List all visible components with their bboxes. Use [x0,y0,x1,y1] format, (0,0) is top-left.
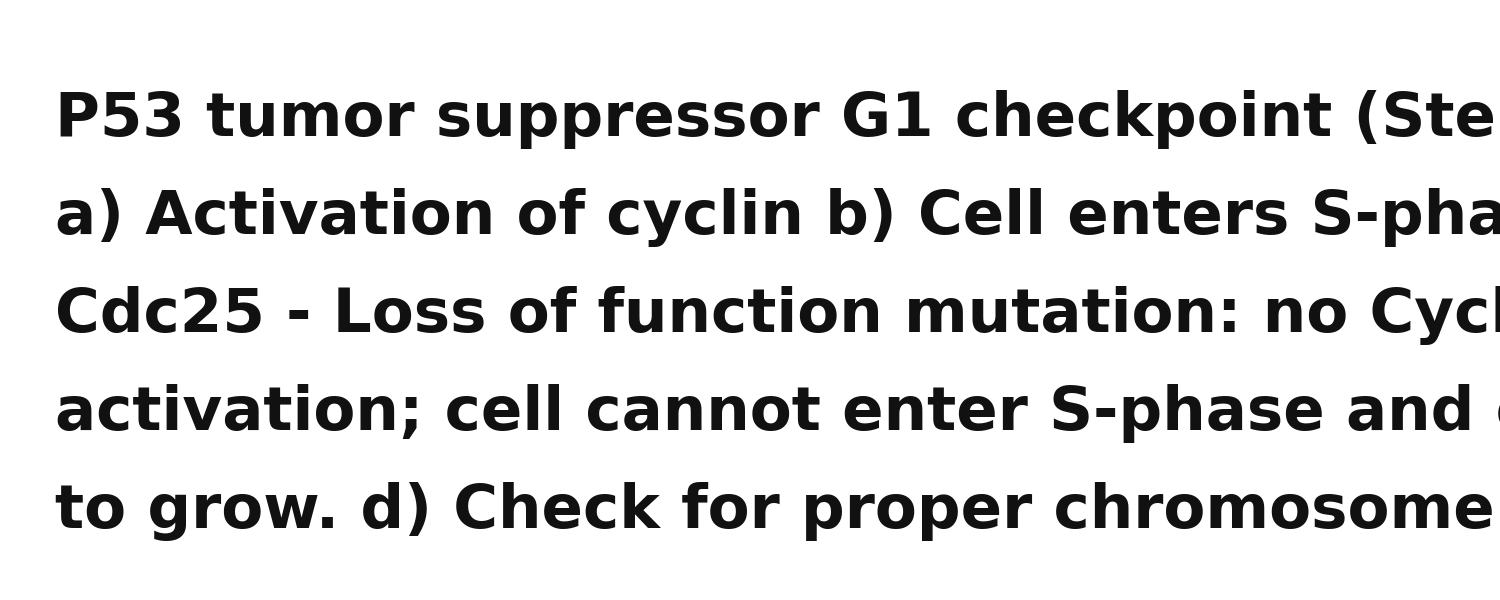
Text: a) Activation of cyclin b) Cell enters S-phase c): a) Activation of cyclin b) Cell enters S… [56,188,1500,247]
Text: activation; cell cannot enter S-phase and continues: activation; cell cannot enter S-phase an… [56,384,1500,443]
Text: P53 tumor suppressor G1 checkpoint (Step 3):: P53 tumor suppressor G1 checkpoint (Step… [56,90,1500,149]
Text: Cdc25 - Loss of function mutation: no Cyclin-CDK: Cdc25 - Loss of function mutation: no Cy… [56,286,1500,345]
Text: to grow. d) Check for proper chromosome alignment: to grow. d) Check for proper chromosome … [56,482,1500,541]
